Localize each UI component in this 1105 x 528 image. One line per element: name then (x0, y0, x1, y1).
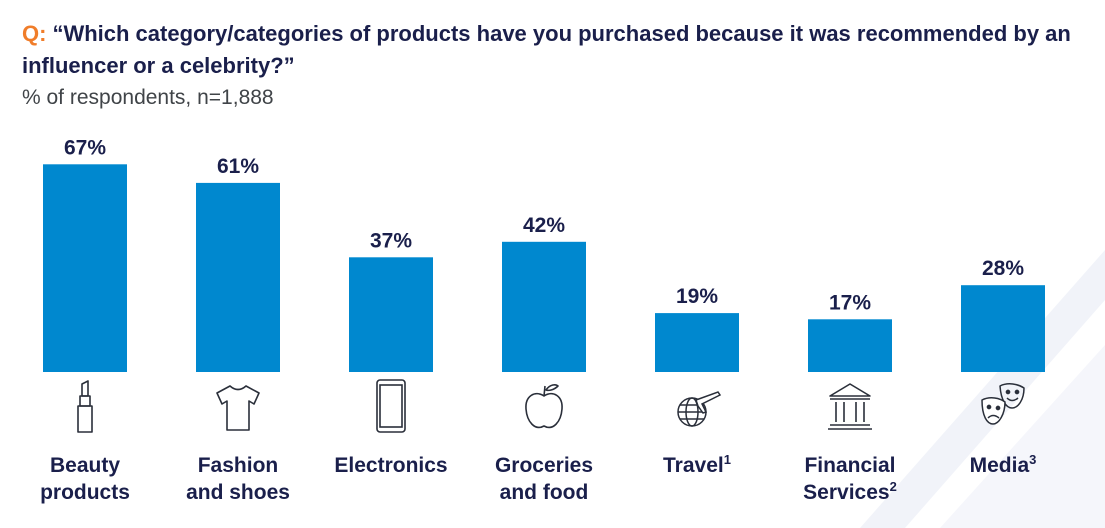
lipstick-icon (60, 378, 110, 434)
bar-value-label-4: 19% (676, 285, 718, 308)
bar-5 (808, 319, 892, 372)
apple-icon (519, 378, 569, 434)
category-label-line: Financial (804, 454, 896, 477)
category-label-line: Services2 (803, 479, 897, 504)
bar-value-label-1: 61% (217, 155, 259, 178)
bar-0 (43, 164, 127, 372)
footnote-marker: 1 (723, 452, 731, 467)
question-prefix: Q: (22, 21, 47, 46)
bar-value-label-6: 28% (982, 257, 1024, 280)
category-label-line: Travel1 (663, 452, 731, 477)
bank-icon (825, 378, 875, 434)
bar-4 (655, 313, 739, 372)
bar-3 (502, 241, 586, 372)
bar-2 (349, 257, 433, 372)
category-label-line: and shoes (186, 481, 290, 504)
category-label-financial: Financial Services2 (775, 452, 925, 506)
category-label-line: Beauty (49, 454, 121, 477)
category-label-electronics: Electronics (316, 452, 466, 479)
category-label-media: Media3 (928, 452, 1078, 479)
bar-value-label-2: 37% (370, 229, 412, 252)
question-text: “Which category/categories of products h… (22, 21, 1071, 78)
smartphone-icon (366, 378, 416, 434)
category-label-line: products (40, 481, 130, 504)
chart-title: Q: “Which category/categories of products… (22, 18, 1082, 82)
category-label-groceries: Groceries and food (469, 452, 619, 506)
bar-value-label-0: 67% (64, 136, 106, 159)
bar-value-label-5: 17% (829, 291, 871, 314)
bar-6 (961, 285, 1045, 372)
category-label-line: Media3 (969, 452, 1037, 477)
globe-plane-icon (672, 378, 722, 434)
category-label-line: Fashion (197, 454, 279, 477)
tshirt-icon (213, 378, 263, 434)
bar-1 (196, 182, 280, 372)
chart-subtitle: % of respondents, n=1,888 (22, 86, 274, 109)
category-label-line: Groceries (494, 454, 594, 477)
footnote-marker: 3 (1029, 452, 1037, 467)
category-label-line: Electronics (334, 454, 448, 477)
category-label-beauty: Beauty products (10, 452, 160, 506)
bar-value-label-3: 42% (523, 214, 565, 237)
category-label-line: and food (499, 481, 589, 504)
footnote-marker: 2 (889, 479, 897, 494)
category-label-fashion: Fashion and shoes (163, 452, 313, 506)
theater-masks-icon (978, 378, 1028, 434)
category-label-travel: Travel1 (622, 452, 772, 479)
